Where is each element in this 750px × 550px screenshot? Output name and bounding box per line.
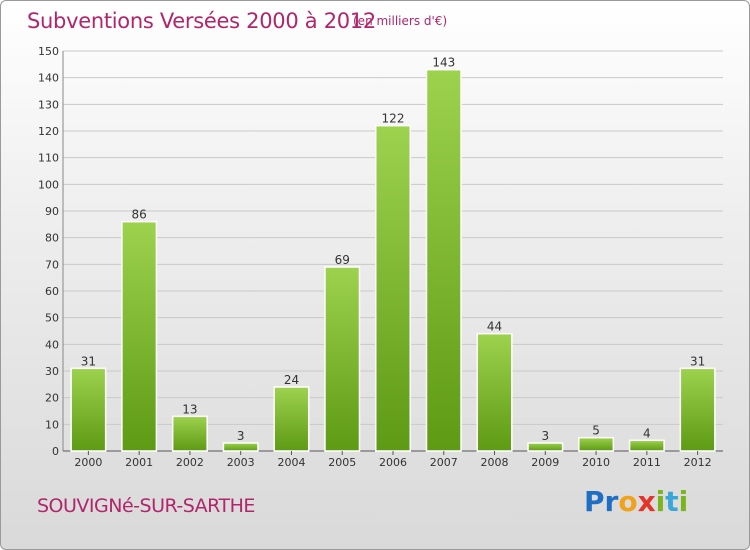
bar [374, 124, 412, 452]
y-tick-label: 0 [52, 445, 59, 458]
x-tick-label: 2005 [328, 456, 356, 469]
bar [171, 415, 208, 452]
x-tick-label: 2006 [379, 456, 407, 469]
y-tick-label: 30 [45, 365, 59, 378]
x-tick-label: 2001 [125, 456, 153, 469]
bar-value-label: 31 [81, 354, 96, 368]
bar-value-label: 4 [643, 426, 651, 440]
bar-value-label: 44 [487, 320, 502, 334]
bar [273, 386, 310, 452]
bar-value-label: 122 [382, 112, 405, 126]
x-tick-label: 2011 [633, 456, 661, 469]
bar-value-label: 31 [690, 354, 705, 368]
bar-value-label: 143 [432, 56, 455, 70]
bar [222, 442, 259, 452]
y-tick-label: 10 [45, 418, 59, 431]
y-tick-label: 150 [38, 45, 59, 58]
bar [70, 367, 107, 452]
x-tick-label: 2007 [430, 456, 458, 469]
bar-value-label: 24 [284, 373, 299, 387]
y-tick-label: 90 [45, 205, 59, 218]
proxiti-logo: Proxiti [584, 485, 689, 518]
y-tick-label: 20 [45, 392, 59, 405]
x-tick-label: 2004 [277, 456, 305, 469]
bar-value-label: 13 [182, 402, 197, 416]
x-tick-label: 2009 [531, 456, 559, 469]
x-tick-label: 2002 [176, 456, 204, 469]
y-tick-label: 70 [45, 258, 59, 271]
y-tick-label: 60 [45, 285, 59, 298]
bar [324, 266, 361, 452]
x-tick-label: 2008 [481, 456, 509, 469]
bar [121, 220, 158, 452]
bar-value-label: 5 [592, 424, 600, 438]
y-tick-label: 40 [45, 338, 59, 351]
y-tick-label: 50 [45, 312, 59, 325]
y-tick-label: 130 [38, 98, 59, 111]
y-tick-label: 80 [45, 232, 59, 245]
bar [527, 442, 564, 452]
y-tick-label: 140 [38, 72, 59, 85]
y-tick-label: 110 [38, 152, 59, 165]
bar-value-label: 3 [541, 429, 549, 443]
x-tick-label: 2012 [684, 456, 712, 469]
y-tick-label: 120 [38, 125, 59, 138]
bar [679, 367, 716, 452]
x-tick-label: 2003 [227, 456, 255, 469]
bar-value-label: 69 [335, 253, 350, 267]
x-tick-label: 2010 [582, 456, 610, 469]
bar [628, 439, 665, 452]
bar [578, 436, 615, 452]
bar [476, 332, 513, 452]
unit-note: (en milliers d'€) [353, 14, 448, 28]
bar-value-label: 86 [132, 208, 147, 222]
y-tick-label: 100 [38, 178, 59, 191]
bar-value-label: 3 [237, 429, 245, 443]
x-tick-label: 2000 [74, 456, 102, 469]
commune-name: SOUVIGNé-SUR-SARTHE [37, 495, 255, 517]
chart-title: Subventions Versées 2000 à 2012 [27, 9, 376, 33]
bar [425, 68, 462, 452]
